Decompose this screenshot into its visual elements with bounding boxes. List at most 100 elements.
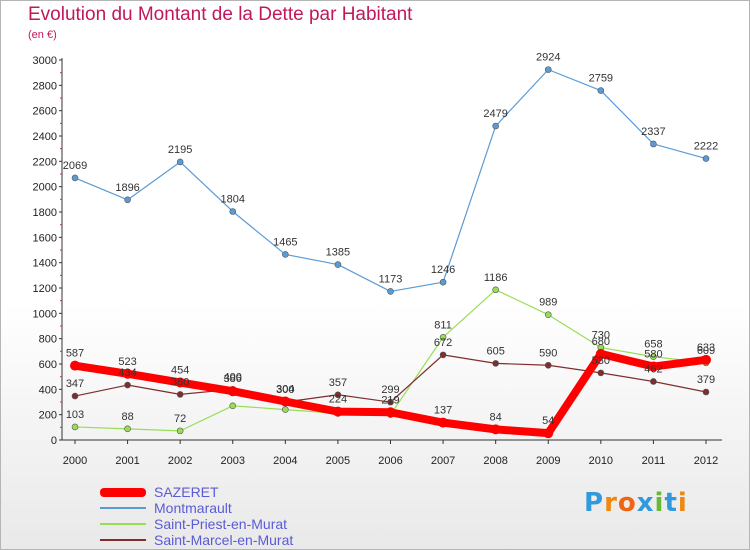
y-tick-label: 400 <box>39 384 57 396</box>
data-label: 580 <box>644 349 662 361</box>
data-point <box>387 288 394 295</box>
data-label: 680 <box>592 336 610 348</box>
y-tick-label: 2000 <box>33 182 57 194</box>
data-point <box>229 208 237 215</box>
data-label: 2222 <box>694 141 718 153</box>
data-point <box>227 386 238 397</box>
data-label: 1186 <box>484 272 508 284</box>
x-tick-label: 2002 <box>168 455 192 467</box>
data-label: 530 <box>592 355 610 367</box>
y-tick-label: 2200 <box>33 156 57 168</box>
logo-letter: t <box>664 488 678 518</box>
y-tick-label: 1200 <box>33 283 57 295</box>
data-point <box>544 311 552 319</box>
data-point <box>387 398 394 406</box>
data-label: 2479 <box>483 108 507 120</box>
legend: SAZERET Montmarault Saint-Priest-en-Mura… <box>100 484 293 548</box>
data-label: 379 <box>697 374 715 386</box>
data-label: 1385 <box>326 247 350 259</box>
y-tick-label: 200 <box>39 410 57 422</box>
chart-subtitle: (en €) <box>28 29 57 41</box>
data-label: 1896 <box>115 182 139 194</box>
data-label: 1465 <box>273 236 297 248</box>
data-label: 523 <box>118 356 136 368</box>
chart-title: Evolution du Montant de la Dette par Hab… <box>28 4 413 25</box>
y-tick-label: 2400 <box>33 131 57 143</box>
logo-letter: i <box>677 488 688 518</box>
data-point <box>597 87 605 94</box>
legend-label-saint-marcel: Saint-Marcel-en-Murat <box>154 532 294 548</box>
data-point <box>648 361 659 372</box>
data-label: 88 <box>121 411 133 423</box>
data-point <box>124 425 131 433</box>
data-label: 730 <box>592 330 610 342</box>
y-tick-label: 3000 <box>33 55 57 67</box>
x-tick-label: 2011 <box>642 455 666 467</box>
data-label: 2337 <box>641 126 665 138</box>
data-label: 811 <box>434 319 452 331</box>
y-tick-label: 2600 <box>33 106 57 118</box>
legend-swatch-sazeret <box>100 487 146 497</box>
y-tick-label: 1800 <box>33 207 57 219</box>
legend-item-sazeret: SAZERET <box>100 484 293 500</box>
logo-letter: i <box>654 488 665 518</box>
logo-letter: o <box>617 488 637 518</box>
y-tick-label: 1000 <box>33 308 57 320</box>
y-tick-label: 2800 <box>33 80 57 92</box>
data-label: 1804 <box>221 193 245 205</box>
data-label: 357 <box>329 377 347 389</box>
y-tick-label: 1600 <box>33 232 57 244</box>
data-point <box>124 196 131 204</box>
x-tick-label: 2001 <box>115 455 139 467</box>
data-point <box>124 381 131 389</box>
data-point <box>597 369 605 377</box>
data-point <box>71 392 79 400</box>
data-label: 434 <box>118 367 136 379</box>
data-point <box>543 428 554 439</box>
data-point <box>650 378 657 385</box>
data-point <box>334 261 342 268</box>
data-label: 658 <box>644 339 662 351</box>
legend-item-saint-marcel: Saint-Marcel-en-Murat <box>100 532 293 548</box>
data-point <box>282 251 289 258</box>
x-tick-label: 2005 <box>326 455 350 467</box>
data-point <box>282 406 289 413</box>
data-point <box>595 348 606 359</box>
data-point <box>71 423 79 431</box>
x-tick-label: 2010 <box>589 455 613 467</box>
data-point <box>492 286 499 294</box>
x-tick-label: 2007 <box>431 455 455 467</box>
legend-swatch-saint-marcel <box>100 539 146 541</box>
data-point <box>280 396 291 407</box>
data-label: 2195 <box>168 144 192 156</box>
x-tick-label: 2003 <box>221 455 245 467</box>
data-label: 400 <box>224 371 242 383</box>
data-label: 2759 <box>589 73 613 85</box>
legend-label-saint-priest: Saint-Priest-en-Murat <box>154 516 288 532</box>
data-point <box>71 174 79 182</box>
data-point <box>176 158 184 166</box>
data-label: 2924 <box>536 52 560 64</box>
legend-label-montmarault: Montmarault <box>154 500 232 516</box>
data-label: 360 <box>171 376 189 388</box>
data-point <box>122 368 133 379</box>
data-label: 137 <box>434 405 452 417</box>
data-point <box>176 427 184 435</box>
data-label: 72 <box>174 413 186 425</box>
data-label: 1246 <box>431 264 455 276</box>
y-tick-label: 1400 <box>33 258 57 270</box>
data-point <box>439 351 447 359</box>
legend-item-saint-priest: Saint-Priest-en-Murat <box>100 516 293 532</box>
data-label: 103 <box>66 409 84 421</box>
data-point <box>492 360 499 367</box>
data-point <box>544 361 552 369</box>
data-label: 54 <box>542 415 554 427</box>
logo-letter: x <box>636 488 655 518</box>
legend-item-montmarault: Montmarault <box>100 500 293 516</box>
data-label: 304 <box>276 383 294 395</box>
data-point <box>385 407 396 418</box>
data-point <box>70 360 80 371</box>
legend-swatch-saint-priest <box>100 523 146 525</box>
